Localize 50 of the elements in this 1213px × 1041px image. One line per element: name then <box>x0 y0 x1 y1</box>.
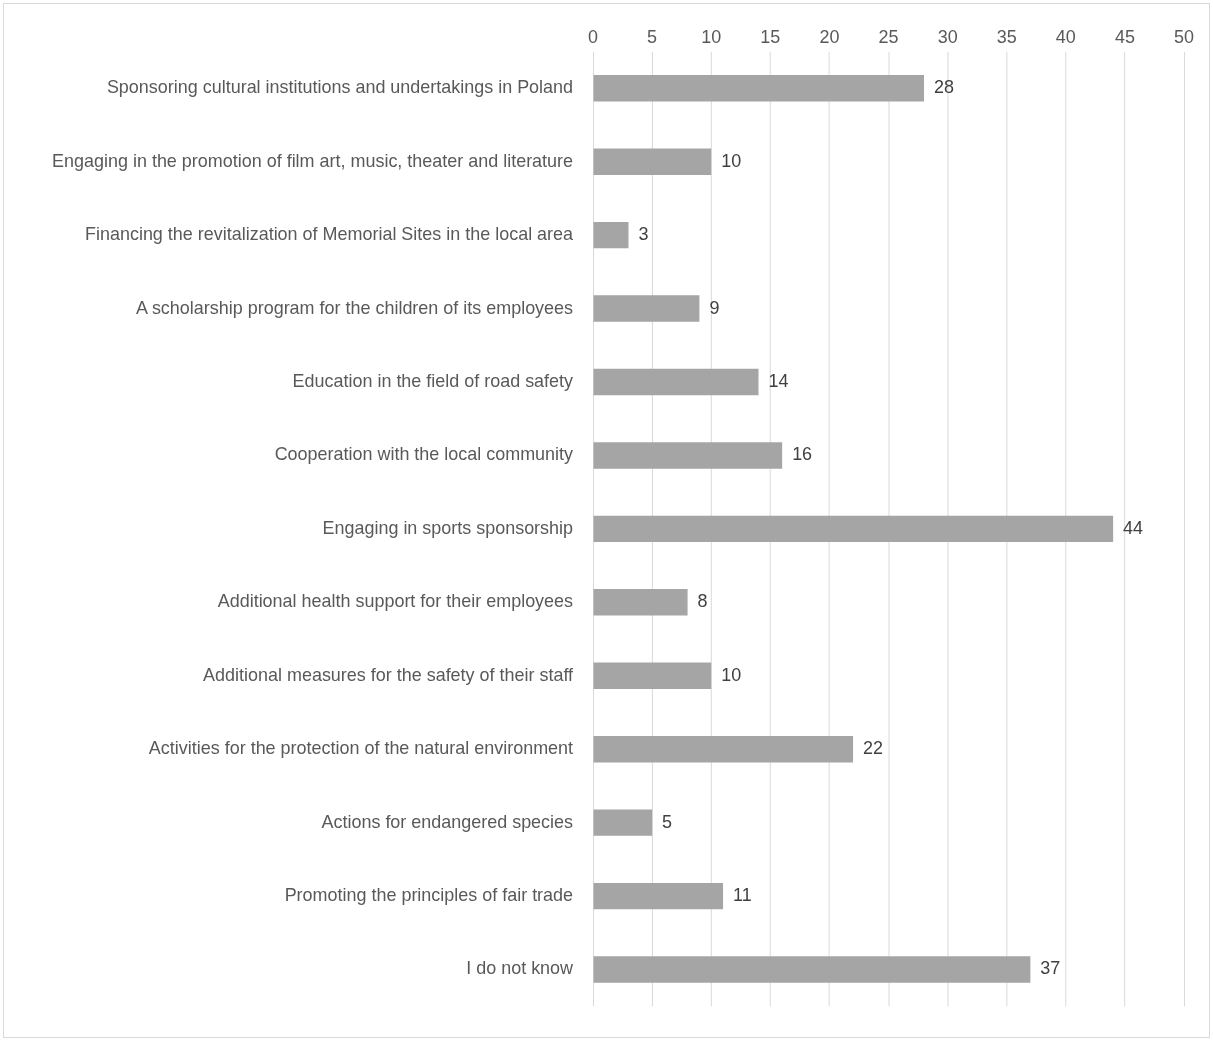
y-tick-label: Additional health support for their employees <box>217 591 574 612</box>
bar <box>593 882 724 910</box>
x-tick-label: 20 <box>819 26 840 47</box>
data-label: 10 <box>721 664 742 685</box>
bar <box>593 662 712 689</box>
bar <box>593 148 712 175</box>
x-tick-label: 15 <box>760 26 781 47</box>
data-label: 8 <box>697 591 708 612</box>
x-tick-label: 40 <box>1055 26 1076 47</box>
bar <box>593 735 854 763</box>
bar <box>593 515 1114 543</box>
data-label: 10 <box>721 150 742 171</box>
data-label: 5 <box>662 811 673 832</box>
data-label: 11 <box>733 885 752 906</box>
bar <box>593 442 783 469</box>
data-label: 16 <box>792 444 813 465</box>
y-tick-label: I do not know <box>466 958 575 979</box>
y-tick-label: Sponsoring cultural institutions and undertakings in Poland <box>106 77 574 98</box>
data-label: 28 <box>933 77 954 98</box>
x-tick-label: 45 <box>1114 26 1135 47</box>
bar <box>593 368 759 396</box>
data-label: 44 <box>1123 517 1144 538</box>
y-tick-label: A scholarship program for the children of its employees <box>135 297 574 318</box>
y-tick-label: Engaging in sports sponsorship <box>322 517 574 538</box>
x-tick-label: 10 <box>701 26 722 47</box>
bar <box>593 295 700 322</box>
data-label: 37 <box>1040 958 1061 979</box>
bar <box>593 75 924 102</box>
y-tick-label: Education in the field of road safety <box>292 370 574 391</box>
data-label: 14 <box>768 370 789 391</box>
y-tick-label: Financing the revitalization of Memorial Sites in the local area <box>85 224 574 245</box>
x-tick-label: 5 <box>647 26 658 47</box>
data-label: 22 <box>863 738 884 759</box>
y-tick-label: Actions for endangered species <box>321 811 574 832</box>
data-label: 3 <box>638 224 649 245</box>
y-tick-label: Additional measures for the safety of their staff <box>203 664 575 685</box>
bar <box>593 956 1031 983</box>
bar <box>593 221 629 249</box>
x-tick-label: 0 <box>588 26 599 47</box>
x-tick-label: 35 <box>996 26 1017 47</box>
x-tick-label: 30 <box>937 26 958 47</box>
y-tick-label: Activities for the protection of the natural environment <box>148 738 574 759</box>
bar <box>593 589 688 616</box>
y-tick-label: Cooperation with the local community <box>274 444 574 465</box>
y-tick-label: Engaging in the promotion of film art, music, theater and literature <box>52 150 574 171</box>
bar <box>593 809 653 836</box>
x-tick-label: 25 <box>878 26 899 47</box>
data-label: 9 <box>709 297 720 318</box>
y-tick-label: Promoting the principles of fair trade <box>284 885 574 906</box>
x-tick-label: 50 <box>1174 26 1195 47</box>
